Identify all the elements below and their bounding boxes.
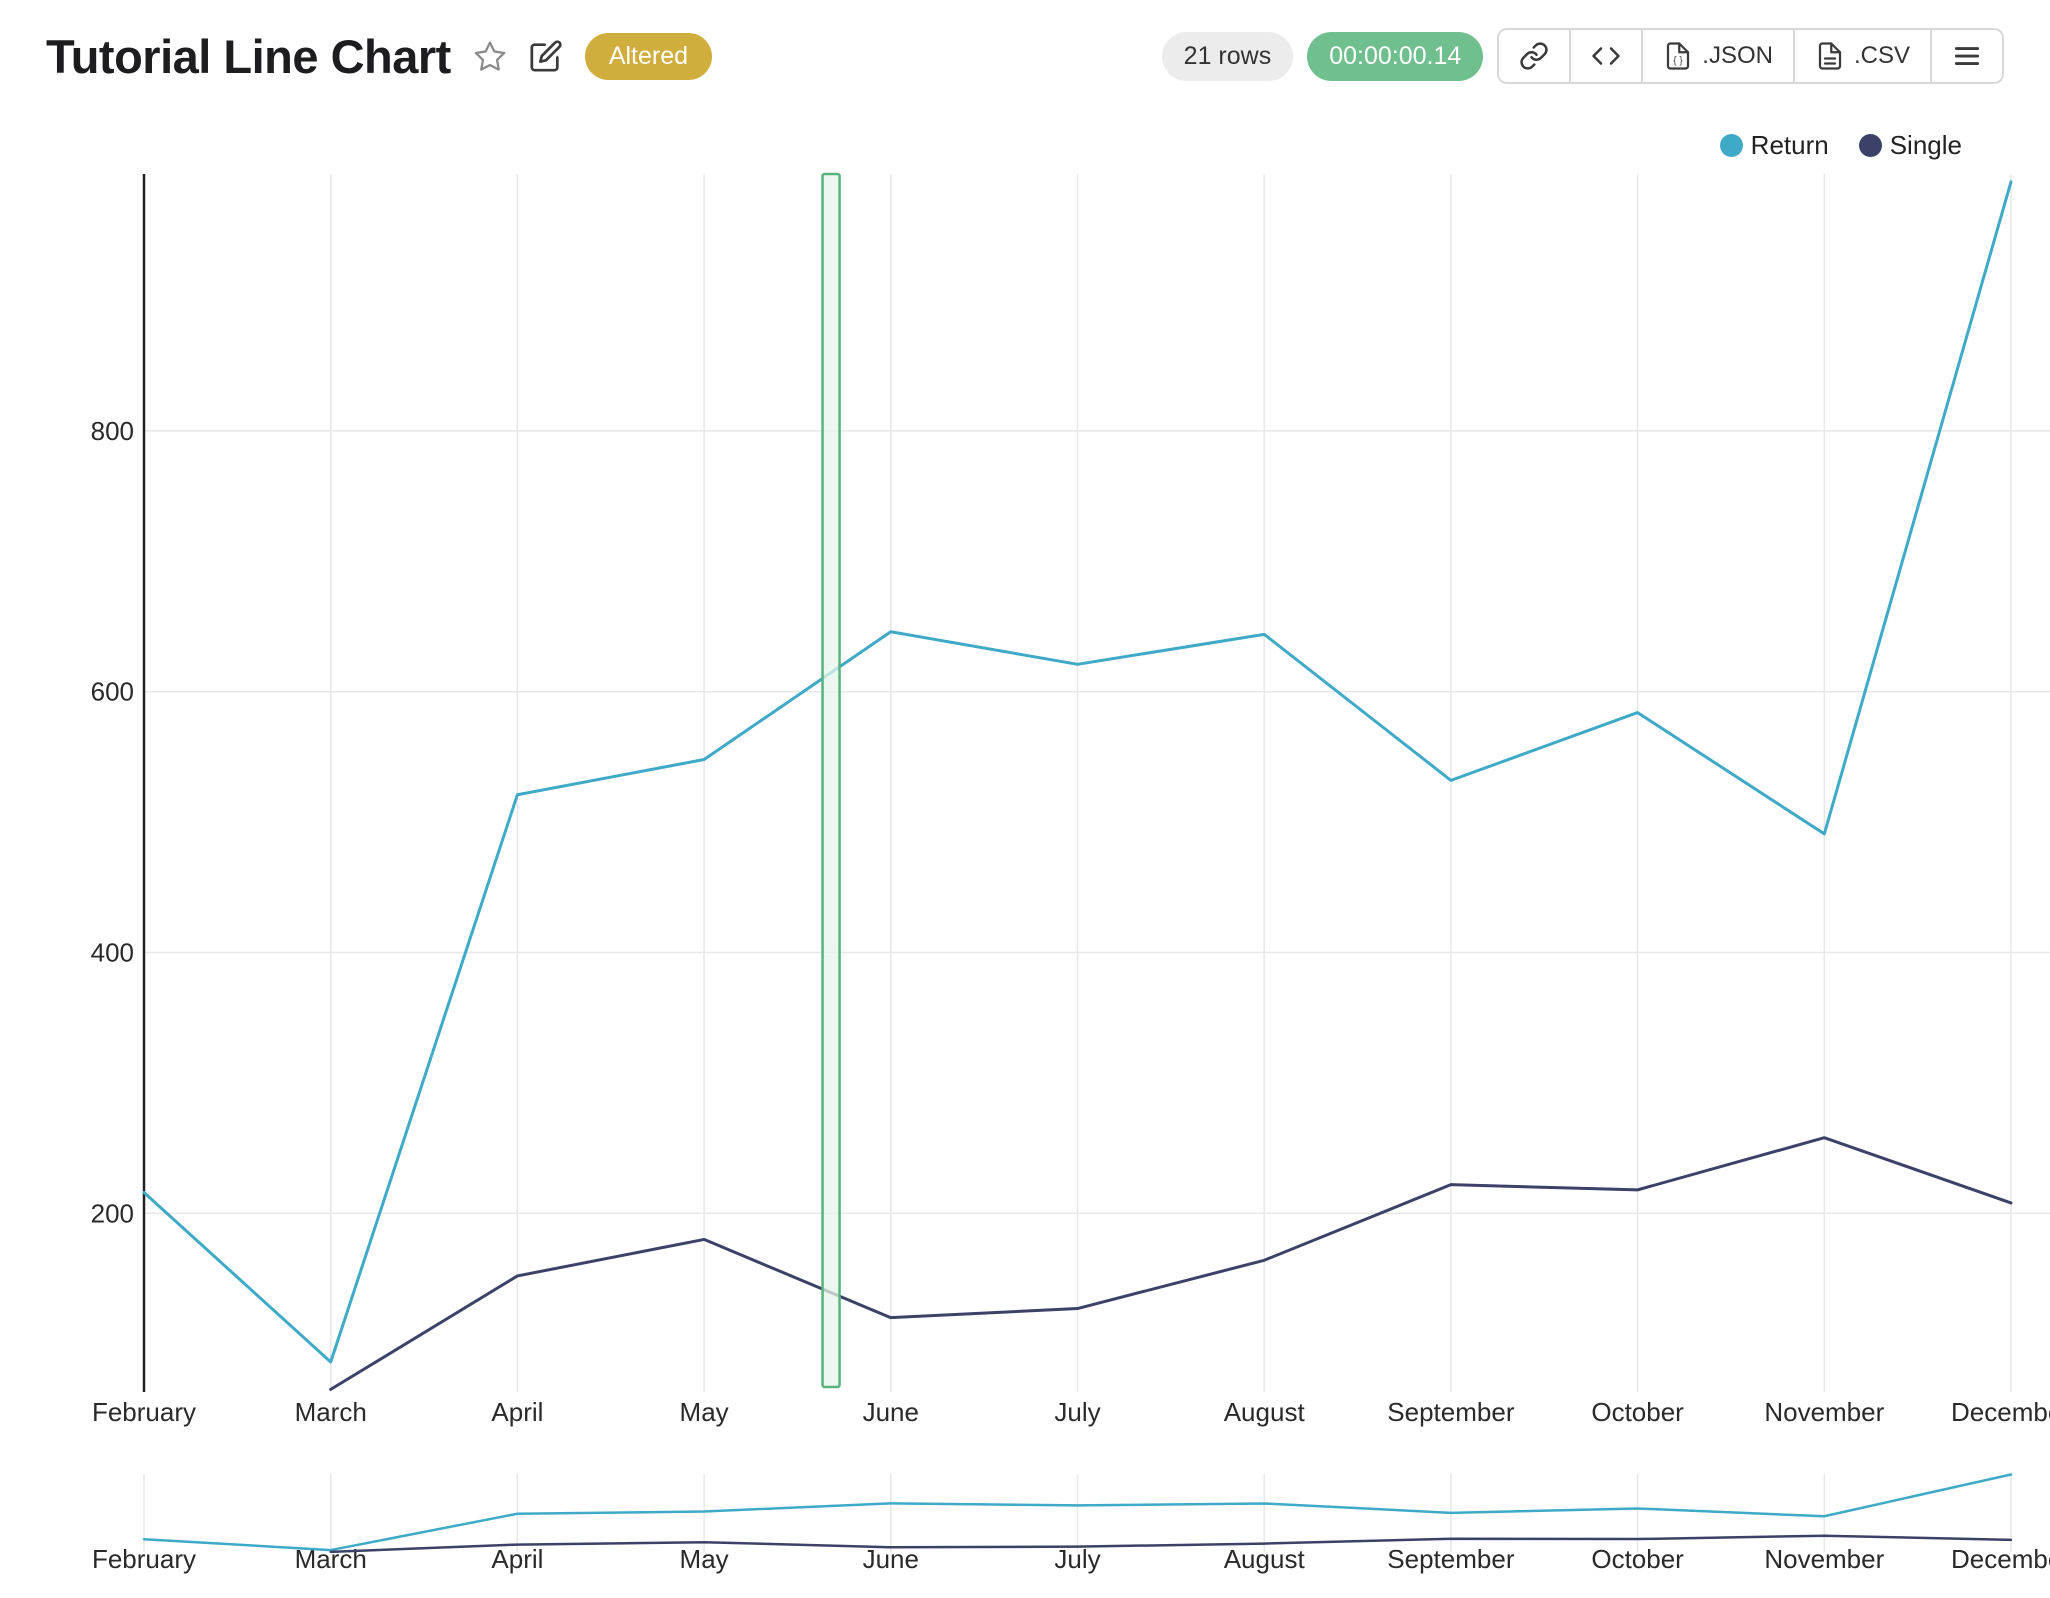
header-toolbar: 21 rows 00:00:00.14 { } — [1161, 28, 2004, 84]
code-icon — [1592, 47, 1621, 65]
x-axis-label: July — [1054, 1397, 1100, 1427]
status-badge: Altered — [584, 32, 713, 80]
export-json-label: .JSON — [1702, 42, 1773, 69]
x-axis-label: September — [1387, 1397, 1515, 1427]
mini-x-axis-label: September — [1387, 1544, 1515, 1574]
star-icon — [474, 41, 506, 71]
mini-x-axis-label: August — [1224, 1544, 1306, 1574]
return-series-swatch — [1719, 134, 1743, 157]
header: Tutorial Line Chart Altered 21 rows 00:0… — [0, 0, 2050, 112]
json-file-icon: { } — [1667, 42, 1690, 70]
x-axis-label: March — [295, 1397, 367, 1427]
mini-series-line-single — [329, 1534, 2013, 1554]
mini-x-axis-label: June — [863, 1544, 919, 1574]
favorite-star-button[interactable] — [473, 39, 507, 73]
x-axis-label: October — [1591, 1397, 1684, 1427]
series-line-return — [142, 180, 2013, 1364]
row-count-badge: 21 rows — [1161, 31, 1294, 81]
mini-x-axis-label: December — [1951, 1544, 2050, 1574]
x-axis-label: November — [1764, 1397, 1884, 1427]
link-icon — [1520, 42, 1548, 70]
single-series-swatch — [1858, 134, 1882, 157]
export-json-button[interactable]: { } .JSON — [1641, 30, 1793, 82]
edit-button[interactable] — [529, 39, 563, 73]
y-axis-label: 800 — [91, 416, 134, 446]
mini-x-axis-label: February — [92, 1544, 196, 1574]
highlight-cursor-band[interactable] — [821, 172, 841, 1389]
edit-pencil-icon — [530, 40, 562, 72]
mini-x-axis-label: May — [680, 1544, 729, 1574]
embed-code-button[interactable] — [1569, 30, 1642, 82]
mini-x-axis-label: April — [491, 1544, 543, 1574]
legend-label-single: Single — [1889, 130, 1962, 160]
legend-item-single[interactable]: Single — [1858, 130, 1962, 161]
legend-label-return: Return — [1750, 130, 1829, 160]
export-button-group: { } .JSON .CSV — [1497, 28, 2004, 84]
mini-series-line-return — [142, 1473, 2013, 1552]
share-link-button[interactable] — [1499, 30, 1570, 82]
x-axis-label: December — [1951, 1397, 2050, 1427]
x-axis-label: April — [491, 1397, 543, 1427]
export-csv-button[interactable]: .CSV — [1792, 30, 1930, 82]
y-axis-label: 600 — [91, 677, 134, 707]
export-csv-label: .CSV — [1853, 42, 1910, 69]
legend-item-return[interactable]: Return — [1719, 130, 1829, 161]
page-title: Tutorial Line Chart — [46, 29, 451, 83]
csv-file-icon — [1818, 42, 1842, 70]
x-axis-label: May — [680, 1397, 729, 1427]
hamburger-menu-icon — [1954, 47, 1980, 65]
y-axis-label: 200 — [91, 1198, 134, 1228]
elapsed-time-badge: 00:00:00.14 — [1307, 31, 1484, 81]
x-axis-label: August — [1224, 1397, 1306, 1427]
menu-button[interactable] — [1930, 30, 2002, 82]
svg-text:{ }: { } — [1674, 56, 1684, 67]
y-axis-label: 400 — [91, 938, 134, 968]
mini-x-axis-label: November — [1764, 1544, 1884, 1574]
mini-x-axis-label: July — [1054, 1544, 1100, 1574]
x-axis-label: February — [92, 1397, 196, 1427]
series-line-single — [329, 1136, 2013, 1391]
x-axis-label: June — [863, 1397, 919, 1427]
chart-legend: Return Single — [1719, 130, 1962, 161]
mini-x-axis-label: October — [1591, 1544, 1684, 1574]
